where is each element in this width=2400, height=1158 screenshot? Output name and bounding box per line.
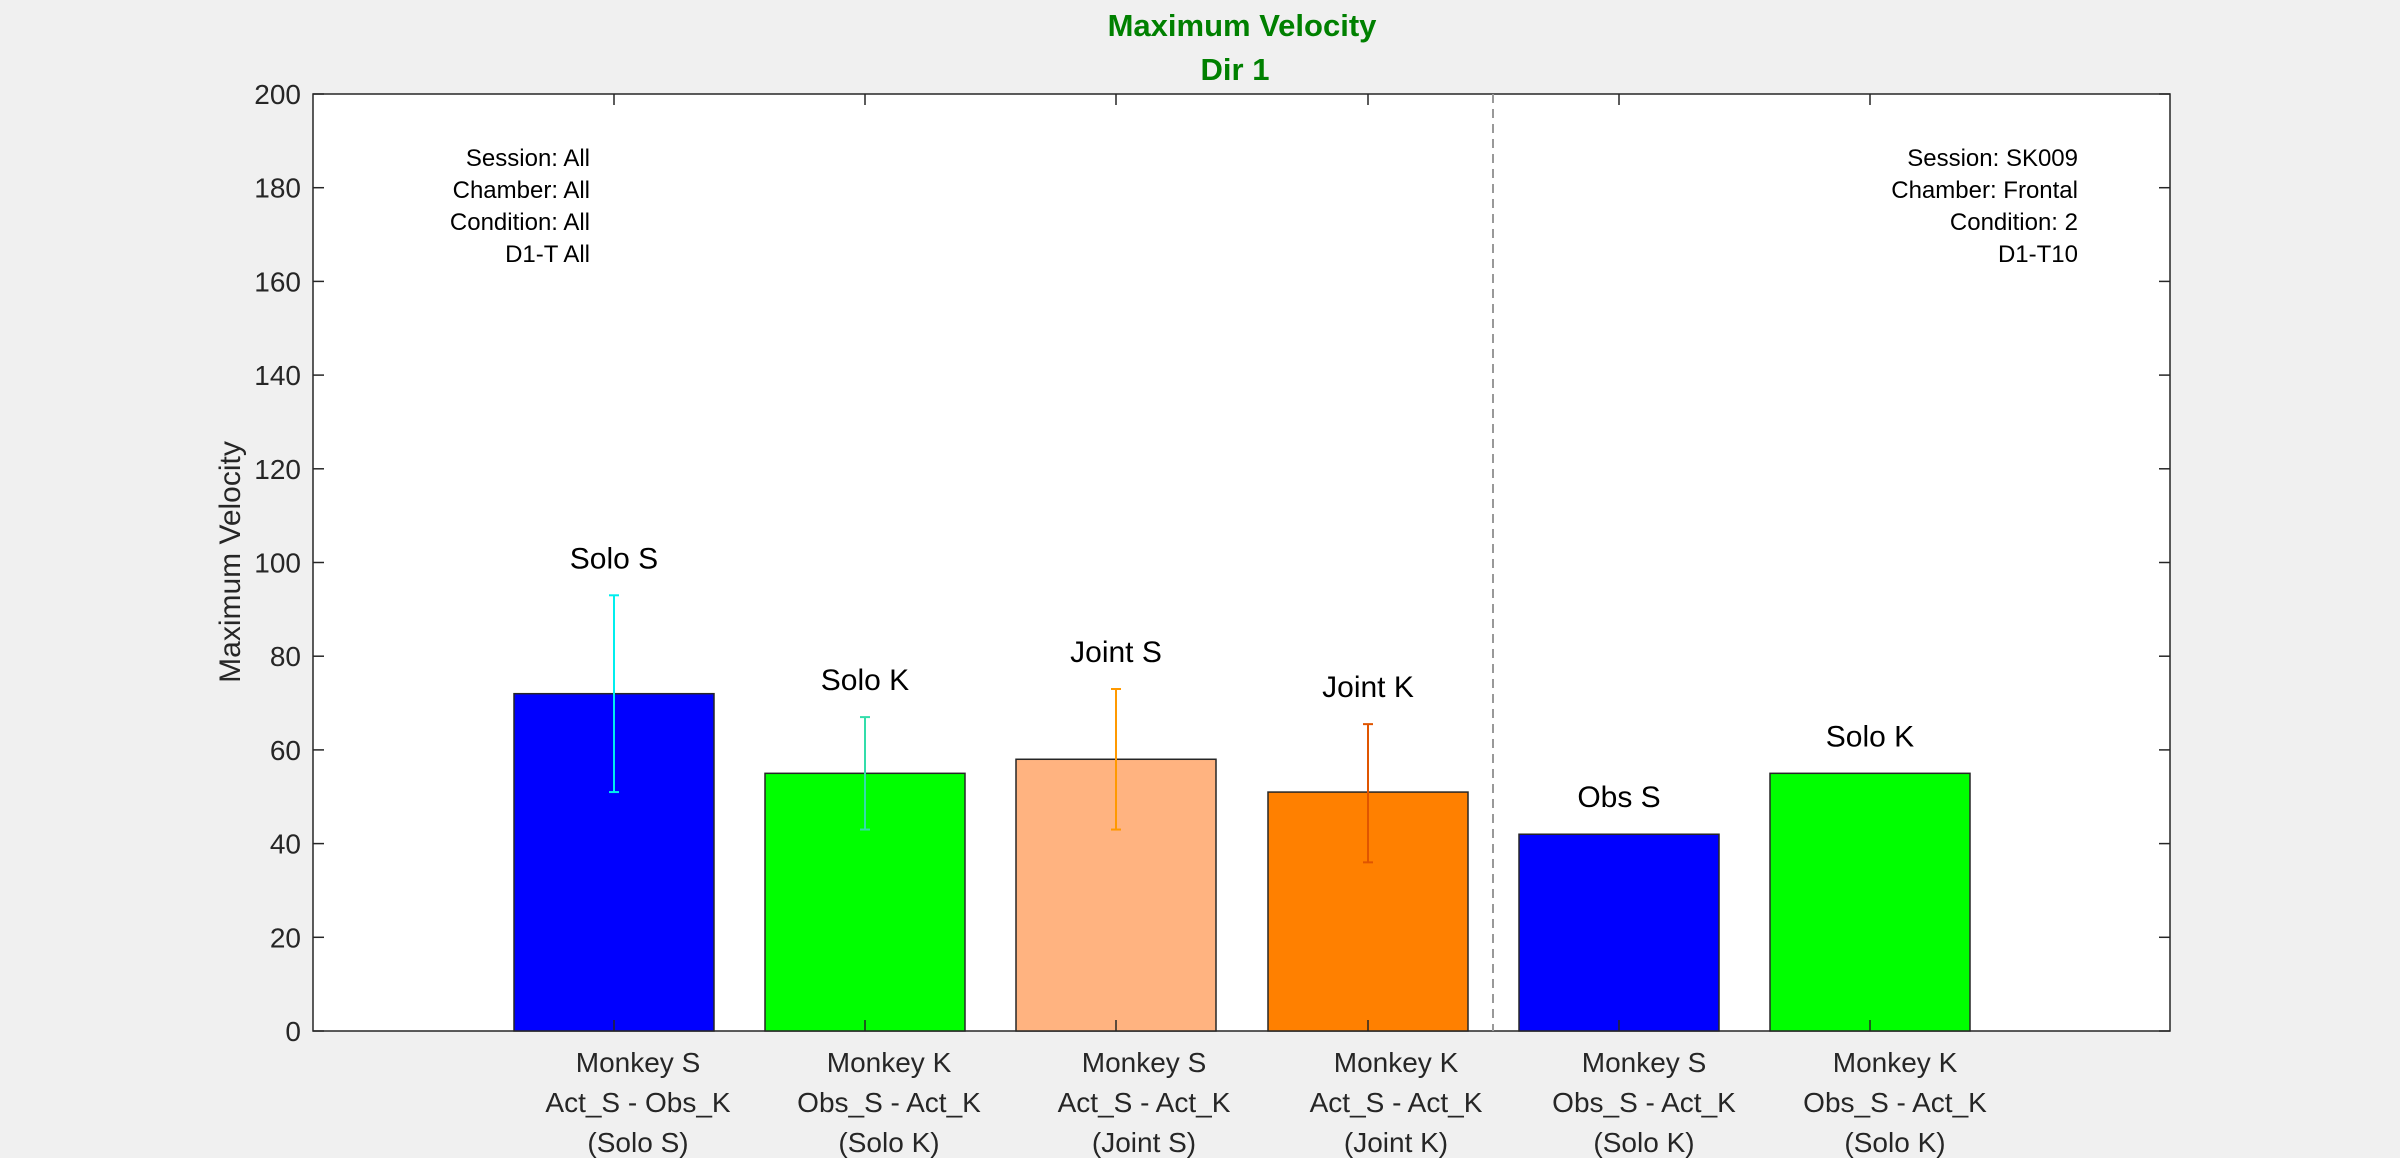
bar xyxy=(1769,772,1971,1032)
y-axis-label: Maximum Velocity xyxy=(214,441,247,683)
bar-label: Solo K xyxy=(1826,720,1914,753)
x-tick-label: Act_S - Obs_K xyxy=(545,1087,731,1118)
annotation-right-line: D1-T10 xyxy=(1998,241,2078,268)
x-tick-label: Monkey S xyxy=(576,1047,701,1078)
x-tick-label: Act_S - Act_K xyxy=(1058,1087,1231,1118)
y-tick-label: 60 xyxy=(270,735,301,766)
annotation-left-line: D1-T All xyxy=(505,241,590,268)
y-tick-label: 40 xyxy=(270,829,301,860)
chart-title: Maximum Velocity xyxy=(1108,8,1378,43)
x-tick-label: Obs_S - Act_K xyxy=(1552,1087,1736,1118)
bar-label: Obs S xyxy=(1577,781,1660,814)
x-tick-label: (Solo K) xyxy=(838,1127,939,1158)
bar xyxy=(1518,833,1720,1032)
y-tick-label: 200 xyxy=(254,79,301,110)
annotation-right-line: Condition: 2 xyxy=(1950,209,2078,236)
annotation-left-line: Session: All xyxy=(466,145,590,172)
bar-label: Joint K xyxy=(1322,671,1414,704)
x-tick-label: (Solo S) xyxy=(587,1127,688,1158)
x-tick-label: Obs_S - Act_K xyxy=(797,1087,981,1118)
y-tick-label: 120 xyxy=(254,454,301,485)
y-tick-label: 180 xyxy=(254,173,301,204)
y-tick-label: 0 xyxy=(285,1016,301,1047)
annotation-right-line: Session: SK009 xyxy=(1907,145,2078,172)
bar-label: Joint S xyxy=(1070,636,1162,669)
annotation-left-line: Chamber: All xyxy=(453,177,590,204)
y-axis: 0 20 40 60 80 100 120 140 160 180 200 xyxy=(254,79,2170,1047)
x-tick-label: (Solo K) xyxy=(1844,1127,1945,1158)
bars: Solo S Monkey S Act_S - Obs_K (Solo S) Solo … xyxy=(513,94,1987,1158)
x-tick-label: (Joint S) xyxy=(1092,1127,1196,1158)
y-tick-label: 160 xyxy=(254,266,301,297)
x-tick-label: Monkey S xyxy=(1582,1047,1707,1078)
y-tick-label: 20 xyxy=(270,922,301,953)
annotation-right-line: Chamber: Frontal xyxy=(1891,177,2078,204)
y-tick-label: 100 xyxy=(254,548,301,579)
chart-subtitle: Dir 1 xyxy=(1201,52,1270,87)
x-tick-label: Monkey K xyxy=(1334,1047,1459,1078)
bar-label: Solo S xyxy=(570,542,658,575)
y-tick-label: 140 xyxy=(254,360,301,391)
annotation-left-line: Condition: All xyxy=(450,209,590,236)
x-tick-label: (Joint K) xyxy=(1344,1127,1448,1158)
x-tick-label: Obs_S - Act_K xyxy=(1803,1087,1987,1118)
x-tick-label: Monkey S xyxy=(1082,1047,1207,1078)
x-tick-label: Act_S - Act_K xyxy=(1310,1087,1483,1118)
x-tick-label: Monkey K xyxy=(1833,1047,1958,1078)
bar-label: Solo K xyxy=(821,664,909,697)
x-tick-label: (Solo K) xyxy=(1593,1127,1694,1158)
x-tick-label: Monkey K xyxy=(827,1047,952,1078)
annotations: Session: All Chamber: All Condition: All D1… xyxy=(450,145,2078,268)
y-tick-label: 80 xyxy=(270,641,301,672)
